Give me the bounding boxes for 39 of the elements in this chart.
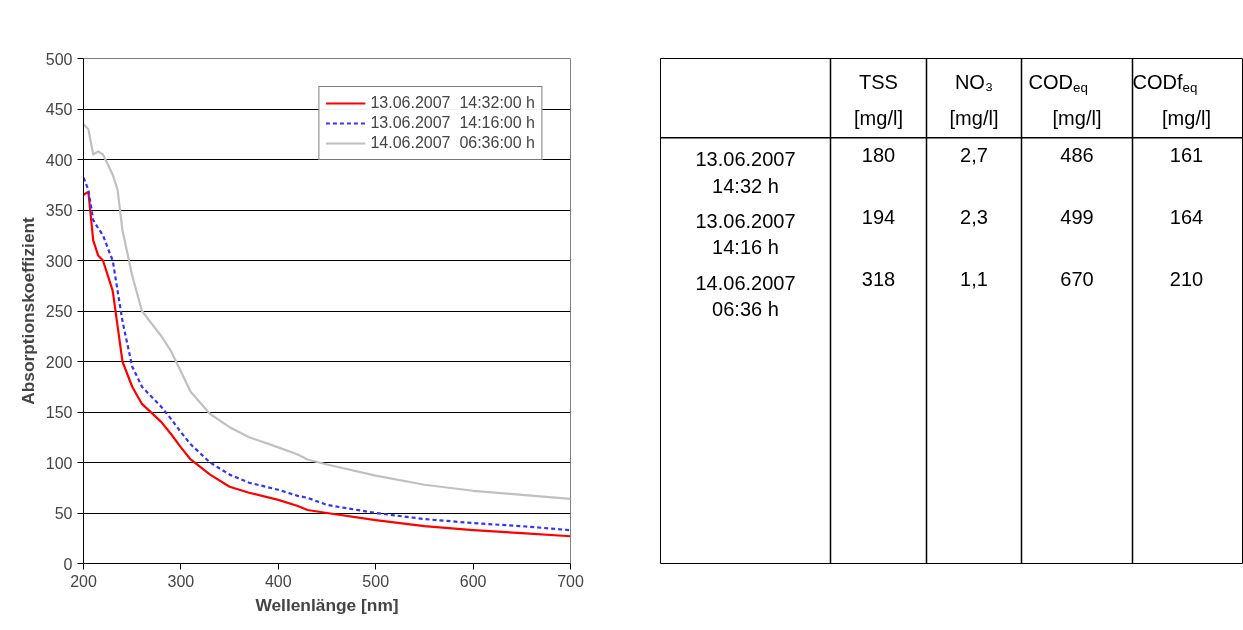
text: 486 xyxy=(1060,144,1094,167)
y-tick-label: 300 xyxy=(45,252,73,270)
y-tick-label: 100 xyxy=(45,454,73,472)
text: 1,1 xyxy=(960,267,988,290)
x-tick-label: 600 xyxy=(459,572,487,590)
y-tick-label: 150 xyxy=(45,404,73,421)
y-tick-label: 200 xyxy=(45,353,73,371)
text: 210 xyxy=(1169,267,1204,290)
text: 161 xyxy=(1169,144,1204,167)
x-tick-label: 200 xyxy=(70,572,97,590)
y-tick-label: 0 xyxy=(63,555,73,573)
text: 2,7 xyxy=(960,144,988,167)
text: 2,3 xyxy=(960,206,988,228)
x-tick-label: 400 xyxy=(264,572,292,590)
y-tick-label: 350 xyxy=(45,202,73,219)
y-axis-title: Absorptionskoeffizient xyxy=(17,216,38,405)
x-tick-label: 700 xyxy=(557,572,584,590)
text: 670 xyxy=(1060,267,1094,290)
category-label: NO₃ [mg/l] xyxy=(949,70,999,130)
category-label: 13.06.2007 14:16 h xyxy=(695,210,796,259)
y-tick-label: 250 xyxy=(45,303,73,320)
legend-label: 13.06.2007 14:32:00 h xyxy=(370,94,535,112)
text: 194 xyxy=(861,206,896,228)
text: 180 xyxy=(861,144,896,167)
text: 318 xyxy=(861,267,896,290)
text: 164 xyxy=(1169,206,1204,228)
text: 499 xyxy=(1060,206,1094,228)
category-label: 13.06.2007 14:32 h xyxy=(695,148,796,197)
y-tick-label: 500 xyxy=(45,50,73,68)
y-tick-label: 450 xyxy=(45,101,73,118)
legend-label: 14.06.2007 06:36:00 h xyxy=(370,134,535,152)
category-label: TSS [mg/l] xyxy=(854,70,903,130)
x-axis-title: Wellenlänge [nm] xyxy=(255,594,399,615)
x-tick-label: 300 xyxy=(167,572,195,590)
category-label: 14.06.2007 06:36 h xyxy=(695,271,796,321)
legend-label: 13.06.2007 14:16:00 h xyxy=(370,114,535,132)
y-tick-label: 50 xyxy=(54,505,73,522)
x-tick-label: 500 xyxy=(362,572,390,590)
y-tick-label: 400 xyxy=(45,151,73,169)
